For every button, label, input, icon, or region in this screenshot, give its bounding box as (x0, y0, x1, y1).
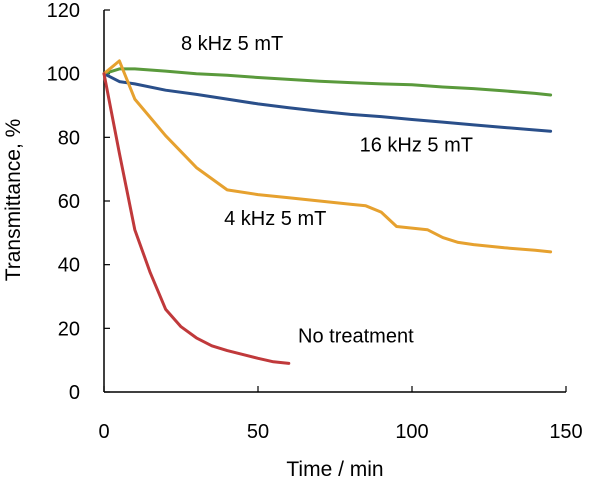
y-tick-label: 0 (69, 382, 80, 404)
x-tick-label: 50 (247, 421, 269, 443)
axis-ticks: 0 20 40 60 80 100 120 0 50 100 150 (47, 0, 583, 443)
series-annotation-4: No treatment (298, 326, 414, 348)
y-tick-label: 120 (47, 0, 80, 22)
series-line-1 (102, 67, 553, 97)
series-line-3 (102, 59, 553, 254)
series-annotation-1: 8 kHz 5 mT (181, 33, 283, 55)
x-tick-label: 150 (549, 421, 582, 443)
y-tick-label: 20 (58, 318, 80, 340)
y-tick-label: 80 (58, 127, 80, 149)
series-annotation-3: 4 kHz 5 mT (224, 208, 326, 230)
series-annotations: 8 kHz 5 mT 16 kHz 5 mT 4 kHz 5 mT No treatm… (181, 33, 473, 348)
series-line-4 (102, 72, 291, 365)
y-tick-label: 40 (58, 255, 80, 277)
y-tick-label: 100 (47, 64, 80, 86)
x-tick-label: 100 (395, 421, 428, 443)
x-axis-label: Time / min (286, 458, 383, 481)
x-tick-label: 0 (98, 421, 109, 443)
series-annotation-2: 16 kHz 5 mT (360, 135, 473, 157)
series-lines (102, 59, 553, 365)
series-line-2 (102, 72, 553, 133)
y-tick-label: 60 (58, 191, 80, 213)
y-axis-label: Transmittance, % (2, 119, 25, 282)
